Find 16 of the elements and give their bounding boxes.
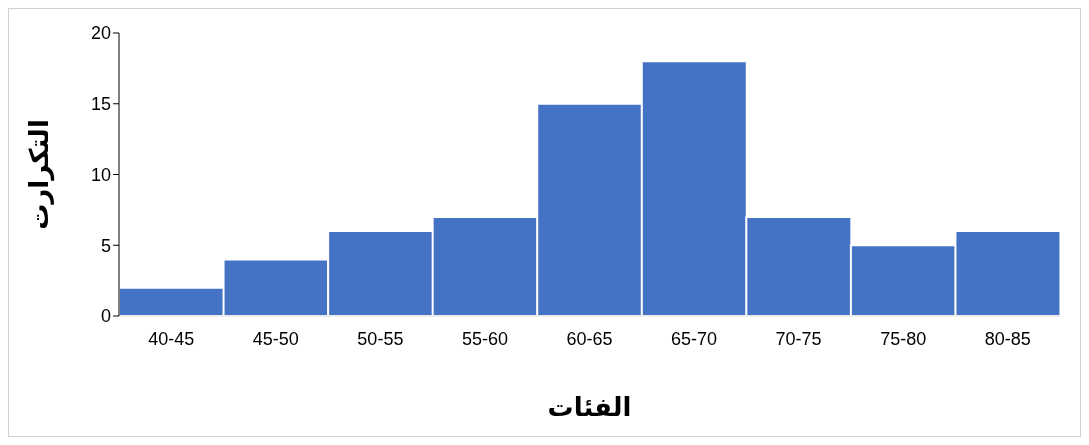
x-tick-label: 60-65 [566,328,613,349]
y-tick-label: 0 [100,306,111,327]
y-tick-label: 20 [90,23,111,44]
x-tick-label: 80-85 [984,328,1031,349]
x-tick-label: 70-75 [775,328,822,349]
x-tick-label: 40-45 [148,328,195,349]
x-tick-label: 75-80 [880,328,927,349]
y-axis-title: التكرارت [24,119,56,230]
x-tick-label: 65-70 [671,328,718,349]
x-tick-label: 45-50 [252,328,299,349]
x-axis-title: الفئات [547,392,632,422]
y-tick-label: 15 [90,94,111,115]
x-tick-label: 50-55 [357,328,404,349]
x-tick-label: 55-60 [461,328,508,349]
y-tick-label: 10 [90,164,111,185]
y-tick-label: 5 [100,235,111,256]
